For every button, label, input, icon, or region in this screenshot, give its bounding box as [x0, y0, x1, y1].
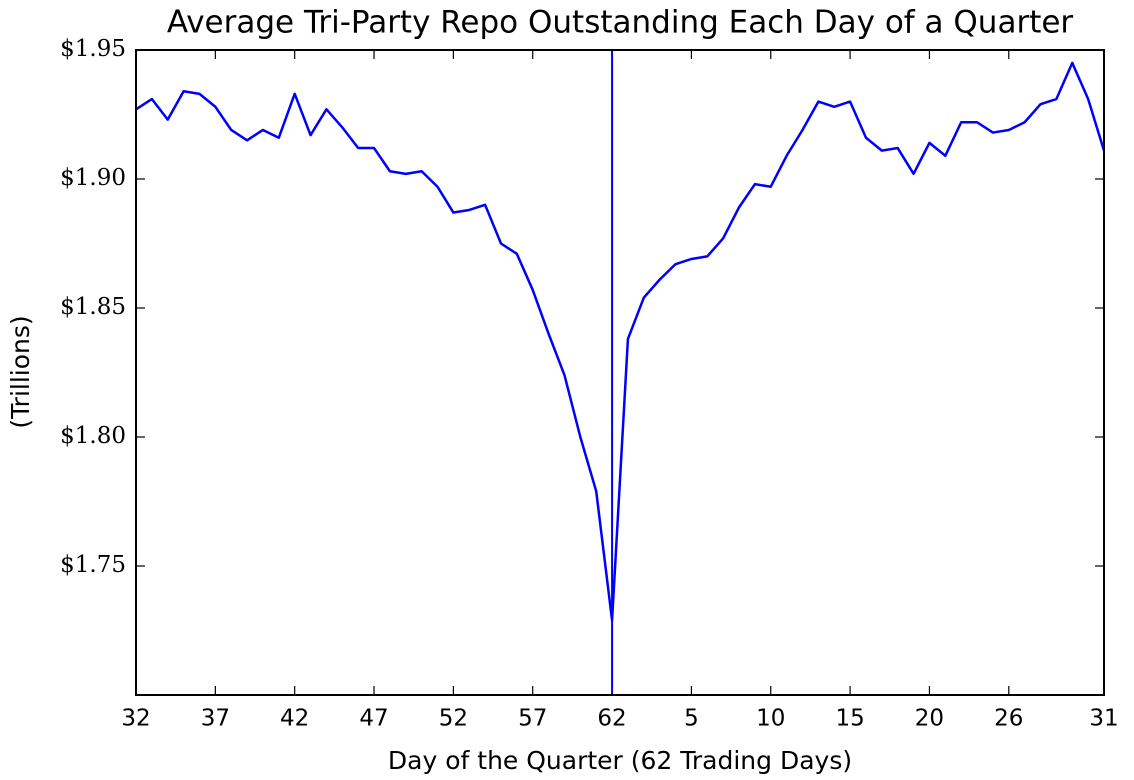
- x-tick-label: 62: [597, 706, 626, 732]
- y-tick-label: $1.95: [60, 36, 126, 62]
- x-tick-label: 26: [994, 706, 1023, 732]
- data-line: [135, 61, 1106, 622]
- x-axis-label: Day of the Quarter (62 Trading Days): [388, 746, 852, 775]
- x-tick-label: 5: [684, 706, 699, 732]
- x-tick-label: 32: [121, 706, 150, 732]
- x-tick-label: 57: [518, 706, 547, 732]
- y-tick-label: $1.85: [60, 294, 126, 320]
- y-axis-label: (Trillions): [6, 315, 35, 428]
- x-tick-label: 10: [756, 706, 785, 732]
- x-tick-label: 15: [835, 706, 864, 732]
- x-tick-label: 42: [280, 706, 309, 732]
- y-tick-label: $1.80: [60, 423, 126, 449]
- plot-frame: [135, 49, 1105, 696]
- x-tick-label: 31: [1089, 706, 1118, 732]
- x-tick-label: 37: [201, 706, 230, 732]
- x-tick-label: 47: [359, 706, 388, 732]
- y-tick-label: $1.75: [60, 552, 126, 578]
- y-tick-label: $1.90: [60, 165, 126, 191]
- x-tick-label: 20: [915, 706, 944, 732]
- chart-title: Average Tri-Party Repo Outstanding Each …: [167, 5, 1074, 41]
- x-tick-label: 52: [439, 706, 468, 732]
